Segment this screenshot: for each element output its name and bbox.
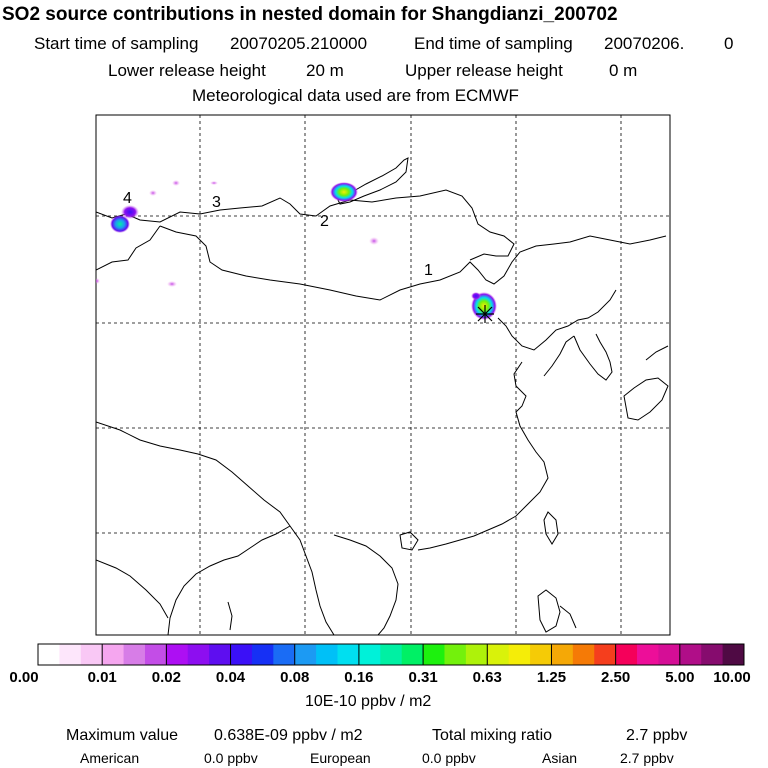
colorbar-tick-label: 2.50: [601, 669, 631, 686]
european-label: European: [310, 750, 371, 766]
colorbar-swatch: [722, 644, 745, 665]
colorbar-tick-label: 5.00: [665, 669, 695, 686]
colorbar-swatch: [251, 644, 274, 665]
colorbar-border: [37, 643, 745, 666]
colorbar-swatch: [123, 644, 146, 665]
marker-3: 3: [212, 194, 221, 211]
start-time-value: 20070205.210000: [230, 34, 368, 53]
star-icon: [476, 305, 494, 323]
colorbar-swatch: [423, 644, 445, 665]
colorbar-swatch: [294, 644, 317, 665]
colorbar-unit: 10E-10 ppbv / m2: [305, 693, 432, 710]
colorbar-swatch: [80, 644, 103, 665]
colorbar-swatch: [572, 644, 595, 665]
colorbar-tick-label: 0.01: [87, 669, 117, 686]
colorbar-swatch: [401, 644, 424, 665]
colorbar-swatch: [144, 644, 167, 665]
asian-value: 2.7 ppbv: [620, 750, 674, 766]
colorbar-swatch: [380, 644, 403, 665]
max-value: 0.638E-09 ppbv / m2: [214, 727, 363, 744]
colorbar-swatch: [530, 644, 552, 665]
lower-height-value: 20 m: [306, 61, 344, 80]
colorbar-swatch: [273, 644, 296, 665]
colorbar-tick-label: 0.04: [215, 669, 246, 686]
met-data-note: Meteorological data used are from ECMWF: [192, 86, 519, 105]
colorbar-swatch: [166, 644, 189, 665]
total-mixing-value: 2.7 ppbv: [626, 727, 688, 744]
colorbar-swatch: [316, 644, 339, 665]
colorbar-swatch: [679, 644, 702, 665]
colorbar-swatch: [187, 644, 210, 665]
end-time-label: End time of sampling: [414, 34, 573, 53]
colorbar-tick-label: 0.08: [280, 669, 310, 686]
upper-height-value: 0 m: [609, 61, 638, 80]
total-mixing-label: Total mixing ratio: [432, 727, 553, 744]
map-grid: [96, 115, 670, 635]
start-time-label: Start time of sampling: [34, 34, 199, 53]
colorbar-swatch: [230, 644, 253, 665]
marker-2: 2: [320, 213, 329, 230]
colorbar-tick-label: 0.63: [472, 669, 502, 686]
colorbar-swatch: [701, 644, 724, 665]
colorbar-tick-label: 0.31: [408, 669, 438, 686]
lower-height-label: Lower release height: [108, 61, 266, 80]
colorbar-swatch: [594, 644, 617, 665]
colorbar-tick-label: 0.02: [151, 669, 181, 686]
concentration-plumes: [96, 180, 497, 320]
colorbar-swatch: [465, 644, 488, 665]
colorbar-swatch: [551, 644, 574, 665]
colorbar: [37, 643, 745, 666]
colorbar-swatch: [358, 644, 381, 665]
colorbar-swatch: [337, 644, 360, 665]
colorbar-swatch: [209, 644, 232, 665]
map-boundaries: [96, 157, 669, 635]
colorbar-swatch: [102, 644, 125, 665]
marker-4: 4: [123, 190, 132, 207]
map-title: SO2 source contributions in nested domai…: [2, 4, 618, 25]
colorbar-swatch: [615, 644, 638, 665]
colorbar-swatch: [637, 644, 659, 665]
american-value: 0.0 ppbv: [204, 750, 258, 766]
colorbar-tick-label: 0.00: [9, 669, 39, 686]
map-frame: [95, 114, 671, 636]
colorbar-swatch: [444, 644, 467, 665]
end-time-value: 20070206.: [604, 34, 685, 53]
colorbar-swatch: [59, 644, 82, 665]
marker-1: 1: [424, 262, 433, 279]
colorbar-swatch: [658, 644, 681, 665]
upper-height-label: Upper release height: [405, 61, 563, 80]
end-time-tail: 0: [724, 34, 734, 53]
max-value-label: Maximum value: [66, 727, 179, 744]
colorbar-swatch: [38, 644, 60, 665]
colorbar-tick-label: 0.16: [344, 669, 374, 686]
colorbar-swatch: [508, 644, 531, 665]
colorbar-tick-label: 10.00: [713, 669, 751, 686]
colorbar-tick-label: 1.25: [536, 669, 567, 686]
american-label: American: [80, 750, 140, 766]
colorbar-swatch: [487, 644, 510, 665]
european-value: 0.0 ppbv: [422, 750, 476, 766]
asian-label: Asian: [542, 750, 578, 766]
